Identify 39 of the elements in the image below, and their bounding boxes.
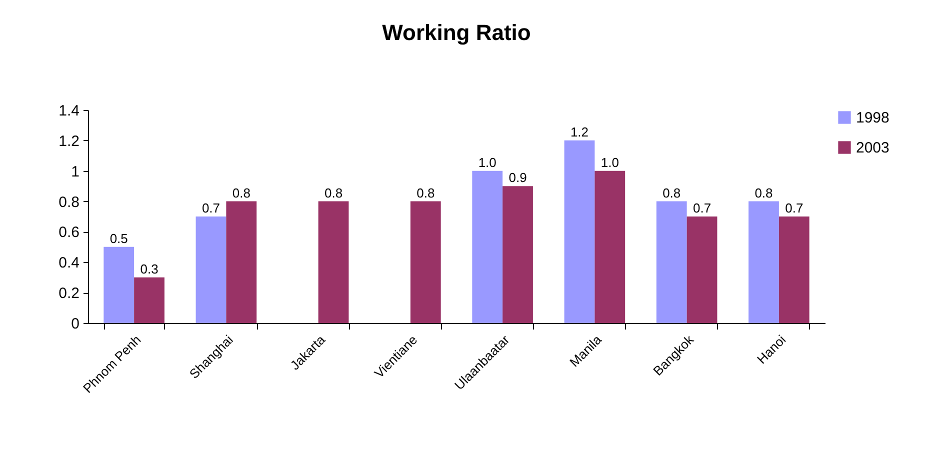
y-tick-label: 0.6 (58, 224, 80, 242)
legend-label: 1998 (856, 110, 890, 126)
y-tick-label: 1.2 (58, 132, 80, 150)
y-tick-label: 1.4 (58, 102, 80, 120)
data-label: 0.7 (692, 200, 712, 216)
data-label: 1.0 (478, 154, 496, 170)
bar (564, 140, 595, 323)
bar (656, 201, 687, 323)
bar (686, 216, 718, 323)
data-label: 0.8 (324, 185, 343, 200)
bar (594, 170, 626, 323)
y-tick-label: 1 (71, 163, 80, 180)
chart-title: Working Ratio (382, 20, 531, 45)
data-label: 0.8 (416, 185, 435, 200)
bar (226, 201, 257, 323)
data-label: 0.8 (662, 185, 681, 200)
bar (196, 216, 226, 323)
y-tick-label: 0.4 (58, 254, 80, 272)
data-label: 0.8 (754, 185, 773, 200)
data-label: 1.2 (570, 124, 589, 140)
bar (134, 277, 164, 323)
bar (410, 201, 441, 323)
bar (778, 216, 810, 323)
data-label: 0.8 (232, 185, 250, 200)
data-label: 0.7 (202, 200, 220, 216)
y-tick-label: 0.8 (58, 194, 80, 211)
y-tick-label: 0.2 (58, 285, 80, 302)
data-label: 0.7 (785, 200, 804, 216)
y-tick-label: 0 (71, 316, 80, 332)
data-label: 1.0 (600, 154, 619, 170)
bar (748, 201, 779, 323)
data-label: 0.3 (140, 261, 158, 276)
data-label: 0.5 (110, 230, 128, 246)
bar (472, 170, 503, 323)
bar (104, 246, 134, 323)
legend-label: 2003 (856, 140, 890, 156)
bar (318, 201, 349, 323)
data-label: 0.9 (508, 170, 527, 186)
bar (502, 186, 533, 323)
